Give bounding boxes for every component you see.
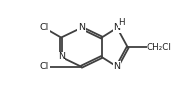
Text: N: N [58,52,65,61]
Text: CH₂Cl: CH₂Cl [147,43,172,52]
Text: H: H [118,18,125,27]
Text: Cl: Cl [40,62,49,71]
Text: N: N [114,23,121,32]
Text: N: N [78,23,85,32]
Text: Cl: Cl [40,23,49,32]
Text: N: N [114,62,121,71]
